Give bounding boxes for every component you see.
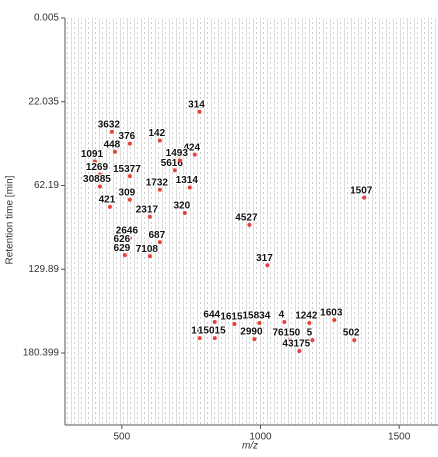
- peak-label: 314: [188, 99, 205, 110]
- y-axis-label: Retention time [min]: [5, 175, 16, 264]
- peak: [192, 152, 197, 157]
- y-tick-label: 129.89: [28, 264, 59, 275]
- peak: [332, 318, 337, 323]
- peak: [197, 336, 202, 341]
- peak-label: 16: [191, 326, 203, 337]
- x-axis-label: m/z: [242, 441, 258, 452]
- peak-label: 376: [119, 131, 136, 142]
- plot-background: [65, 18, 438, 425]
- peak-label: 502: [343, 328, 360, 339]
- peak-label: 309: [119, 187, 136, 198]
- peak-label: 15377: [113, 164, 141, 175]
- peak: [352, 338, 357, 343]
- peak: [187, 185, 192, 190]
- x-tick-label: 1500: [388, 432, 411, 443]
- peak-label: 421: [99, 195, 116, 206]
- y-tick-label: 22.035: [28, 96, 59, 107]
- peak-label: 1091: [81, 149, 104, 160]
- peak-label: 317: [256, 253, 273, 264]
- peak: [92, 159, 97, 164]
- peak: [127, 236, 132, 241]
- peak-label: 448: [104, 139, 121, 150]
- peak: [297, 349, 302, 354]
- y-tick-label: 180.399: [23, 348, 60, 359]
- peak: [282, 319, 287, 324]
- peak-label: 2990: [240, 327, 263, 338]
- peak-label: 43175: [282, 339, 310, 350]
- peak: [109, 129, 114, 134]
- peak: [157, 187, 162, 192]
- peak: [247, 222, 252, 227]
- peak-label: 4527: [235, 212, 258, 223]
- peak: [212, 319, 217, 324]
- peak-label: 1242: [295, 311, 318, 322]
- peak: [112, 149, 117, 154]
- peak-label: 2646: [116, 226, 139, 237]
- peak-label: 1314: [176, 175, 199, 186]
- peak-label: 142: [149, 128, 166, 139]
- peak: [310, 338, 315, 343]
- peak: [157, 240, 162, 245]
- peak: [127, 197, 132, 202]
- peak: [232, 321, 237, 326]
- peak-label: 4: [279, 310, 285, 321]
- peak: [127, 141, 132, 146]
- peak-label: 644: [203, 310, 220, 321]
- peak: [362, 195, 367, 200]
- peak: [172, 168, 177, 173]
- peak: [197, 109, 202, 114]
- peak: [97, 184, 102, 189]
- peak-label: 15834: [242, 311, 270, 322]
- peak: [252, 337, 257, 342]
- peak-label: 15015: [198, 326, 226, 337]
- peak: [212, 336, 217, 341]
- peak: [147, 254, 152, 259]
- peak-label: 1615: [220, 312, 243, 323]
- peak-label: 2317: [136, 204, 159, 215]
- peak-label: 3632: [98, 119, 121, 130]
- peak-label: 76150: [272, 328, 300, 339]
- peak-label: 687: [149, 230, 166, 241]
- x-tick-label: 1000: [249, 432, 272, 443]
- peak-label: 320: [173, 201, 190, 212]
- y-tick-label: 0.005: [34, 13, 59, 24]
- peak: [287, 338, 292, 343]
- peak-label: 7108: [136, 244, 159, 255]
- peak-label: 1603: [320, 308, 343, 319]
- peak-label: 30885: [83, 174, 111, 185]
- peak: [307, 320, 312, 325]
- peak: [122, 253, 127, 258]
- peak: [265, 263, 270, 268]
- peak-label: 1507: [350, 185, 373, 196]
- peak: [147, 214, 152, 219]
- peak-label: 626: [114, 234, 131, 245]
- peak: [107, 204, 112, 209]
- peak-label: 1269: [86, 162, 109, 173]
- peak-label: 5: [307, 328, 313, 339]
- peak: [157, 138, 162, 143]
- peak: [97, 172, 102, 177]
- peak: [122, 244, 127, 249]
- peak-label: 629: [114, 243, 131, 254]
- peak-label: 1732: [146, 177, 169, 188]
- peak: [177, 158, 182, 163]
- peak: [182, 210, 187, 215]
- peak-label: 424: [183, 142, 200, 153]
- y-tick-label: 62.19: [34, 180, 59, 191]
- x-tick-label: 500: [114, 432, 131, 443]
- peak: [127, 174, 132, 179]
- peak-label: 1493: [166, 148, 189, 159]
- peak: [257, 320, 262, 325]
